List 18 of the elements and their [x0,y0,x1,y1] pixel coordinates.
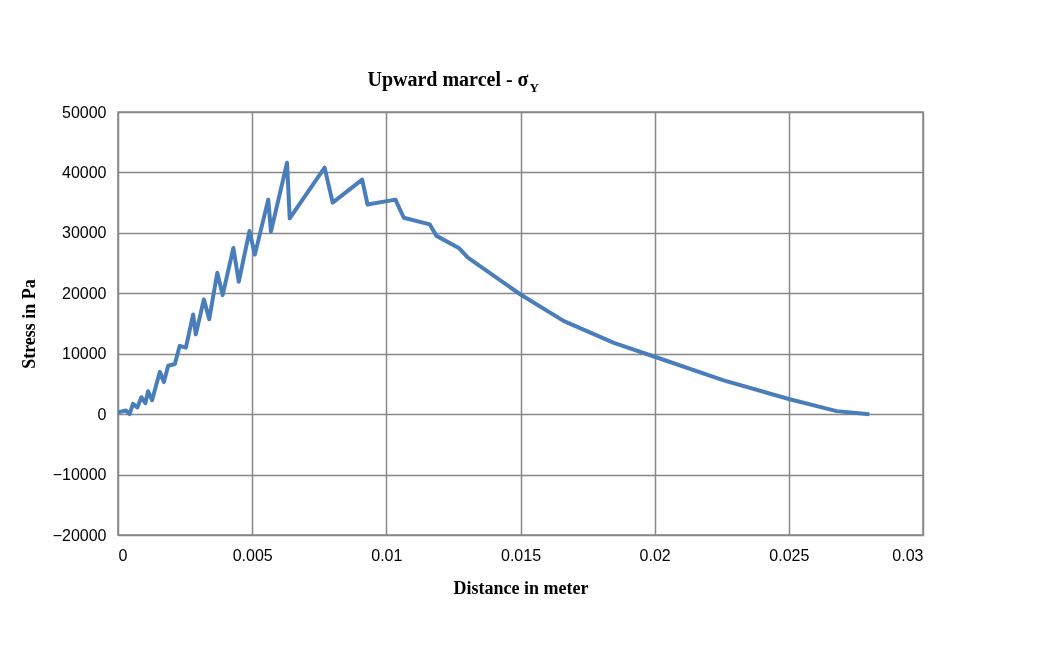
y-tick-label: 10000 [62,345,107,363]
x-tick-label: 0.03 [892,546,924,564]
x-tick-label: 0.005 [232,546,273,564]
y-axis-title: Stress in Pa [18,279,39,369]
y-tick-label: 40000 [62,163,107,181]
y-tick-label: −20000 [52,526,107,544]
y-tick-label: 30000 [62,224,107,242]
x-tick-label: 0.025 [769,546,810,564]
x-tick-label: 0.02 [639,546,671,564]
y-tick-label: −10000 [52,466,107,484]
y-tick-label: 50000 [62,103,107,121]
x-tick-label: 0 [118,546,128,564]
x-axis-title: Distance in meter [453,577,589,598]
line-series [116,160,872,417]
x-tick-label: 0.015 [500,546,542,564]
y-tick-label: 0 [97,405,107,423]
x-tick-label: 0.01 [371,546,403,564]
y-tick-label: 20000 [62,284,107,302]
